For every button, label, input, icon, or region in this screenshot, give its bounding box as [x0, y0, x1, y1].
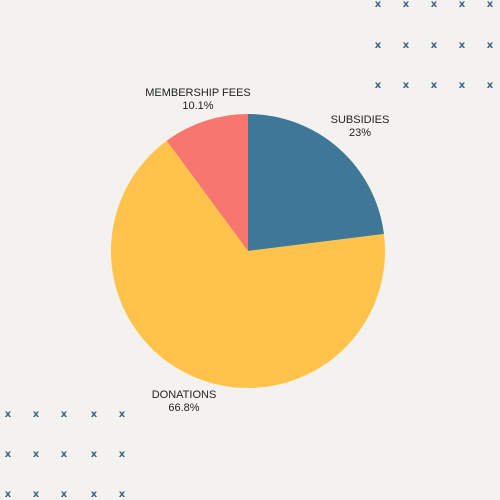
slice-value-membership-fees: 10.1%	[182, 100, 213, 112]
decorative-x-mark: x	[91, 409, 98, 420]
slice-value-subsidies: 23%	[349, 127, 371, 139]
decorative-x-mark: x	[119, 449, 126, 460]
slice-label-donations: DONATIONS	[152, 389, 217, 401]
decorative-x-mark: x	[375, 80, 382, 91]
decorative-x-mark: x	[403, 0, 410, 10]
decorative-x-mark: x	[487, 0, 494, 10]
decorative-x-mark: x	[91, 449, 98, 460]
decorative-x-mark: x	[403, 80, 410, 91]
decorative-x-mark: x	[61, 449, 68, 460]
decorative-x-mark: x	[119, 489, 126, 500]
decorative-x-mark: x	[431, 40, 438, 51]
decorative-x-mark: x	[61, 489, 68, 500]
decorative-x-mark: x	[375, 40, 382, 51]
decorative-x-mark: x	[459, 40, 466, 51]
decorative-x-grid-bottom-left: x x x x x x x x x x x x x x x	[5, 409, 126, 500]
decorative-x-mark: x	[5, 449, 12, 460]
decorative-x-mark: x	[91, 489, 98, 500]
slice-label-membership-fees: MEMBERSHIP FEES	[145, 87, 251, 99]
decorative-x-mark: x	[431, 0, 438, 10]
decorative-x-mark: x	[5, 489, 12, 500]
decorative-x-mark: x	[5, 409, 12, 420]
decorative-x-mark: x	[487, 80, 494, 91]
decorative-x-mark: x	[33, 449, 40, 460]
decorative-x-mark: x	[375, 0, 382, 10]
decorative-x-mark: x	[459, 0, 466, 10]
decorative-x-mark: x	[403, 40, 410, 51]
slice-value-donations: 66.8%	[168, 402, 199, 414]
decorative-x-mark: x	[459, 80, 466, 91]
decorative-x-mark: x	[487, 40, 494, 51]
pie-slice-subsidies	[248, 114, 384, 251]
decorative-x-mark: x	[61, 409, 68, 420]
decorative-x-grid-top-right: x x x x x x x x x x x x x x x	[375, 0, 494, 91]
decorative-x-mark: x	[33, 409, 40, 420]
pie-slice-donations	[110, 140, 385, 389]
decorative-x-mark: x	[33, 489, 40, 500]
slice-label-subsidies: SUBSIDIES	[331, 114, 390, 126]
pie-slice-membership-fees	[166, 114, 248, 251]
decorative-x-mark: x	[119, 409, 126, 420]
decorative-x-mark: x	[431, 80, 438, 91]
pie-slices	[110, 114, 385, 389]
